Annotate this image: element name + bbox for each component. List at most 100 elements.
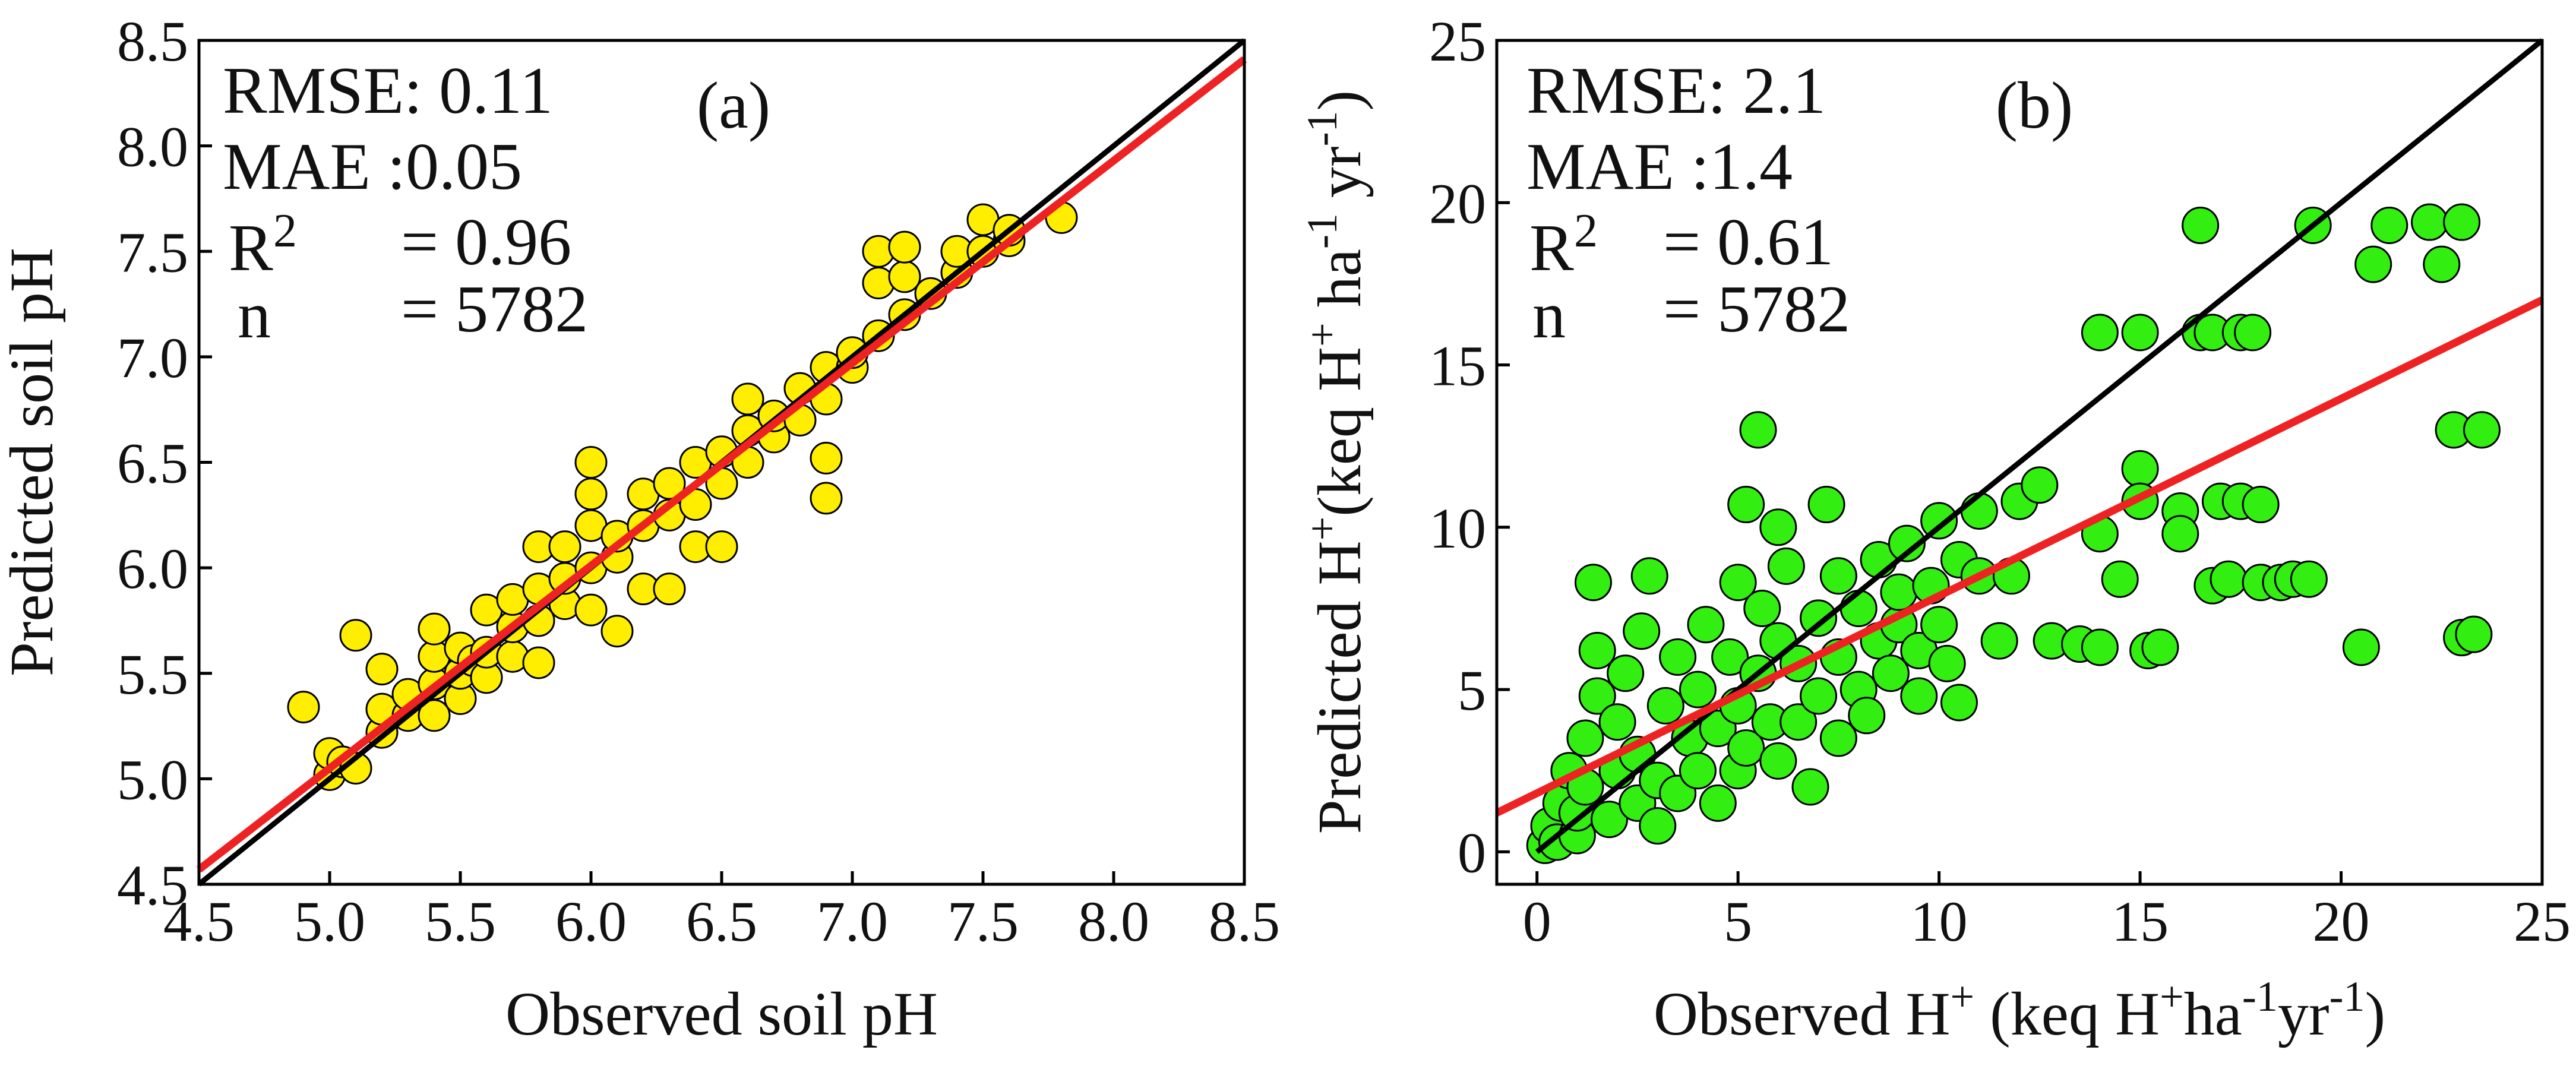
x-label-b-sup: -1 (2242, 973, 2278, 1020)
data-point (888, 260, 921, 293)
mae-b: MAE :1.4 (1526, 130, 1793, 204)
data-point (1578, 631, 1616, 669)
x-label-b-part: (keq H (1974, 980, 2160, 1048)
n-label-a: n (238, 279, 271, 352)
data-point (1980, 622, 2018, 660)
x-tick-label: 7.5 (947, 890, 1019, 953)
x-axis-label-b: Observed H+ (keq H+ha-1yr-1) (1654, 973, 2385, 1048)
data-point (2101, 560, 2139, 598)
x-label-b-part: yr (2278, 980, 2330, 1048)
y-tick-label: 10 (1429, 496, 1486, 560)
data-point (1659, 638, 1697, 676)
data-point (1960, 492, 1998, 530)
data-point (1791, 768, 1829, 806)
data-point (2354, 245, 2392, 283)
data-point (1699, 784, 1737, 822)
data-point (810, 441, 843, 475)
y-tick-label: 0 (1458, 821, 1486, 884)
data-point (418, 612, 451, 646)
x-tick-label: 5.0 (294, 890, 365, 953)
ticks-a: 4.5 5.0 5.5 6.0 6.5 7.0 7.5 8.0 8.5 4.5 5.0 5.5 6.0 6… (117, 10, 1280, 953)
data-point (888, 230, 921, 264)
data-point (1607, 654, 1645, 692)
data-point (1566, 719, 1604, 757)
data-point (653, 467, 686, 500)
data-point (287, 691, 320, 724)
ticks-b: 0 5 10 15 20 25 0 5 10 15 20 25 (1429, 10, 2571, 953)
r2-sup-b: 2 (1574, 205, 1598, 257)
data-point (653, 572, 686, 606)
data-point (1900, 677, 1938, 715)
data-point (2342, 628, 2380, 666)
data-point (1578, 677, 1616, 715)
data-point (1727, 729, 1765, 767)
data-point (2242, 486, 2280, 524)
y-tick-label: 6.0 (117, 537, 188, 600)
x-label-b-part: Observed H (1654, 980, 1951, 1048)
x-tick-label: 7.0 (817, 890, 888, 953)
n-value-b: = 5782 (1663, 273, 1850, 346)
data-point (2455, 615, 2493, 653)
y-tick-label: 5.0 (117, 748, 188, 811)
data-point (1780, 703, 1818, 741)
rmse-b: RMSE: 2.1 (1526, 54, 1826, 128)
data-point (1574, 564, 1612, 602)
y-label-b-part: ) (1306, 90, 1374, 111)
data-point (2423, 245, 2461, 283)
data-point (2410, 203, 2448, 241)
data-point (2081, 314, 2119, 352)
x-tick-label: 6.0 (555, 890, 627, 953)
x-tick-label: 10 (1911, 890, 1968, 953)
data-point (1807, 486, 1845, 524)
data-point (522, 646, 555, 679)
data-point (1759, 742, 1797, 780)
data-point (2463, 411, 2501, 449)
y-tick-label: 8.5 (117, 10, 188, 73)
data-point (1646, 687, 1684, 725)
data-point (2121, 314, 2159, 352)
data-point (1819, 719, 1857, 757)
y-label-b-sup: + (1298, 517, 1346, 541)
r2-sup-a: 2 (273, 205, 297, 257)
y-tick-label: 6.5 (117, 432, 188, 495)
data-point (1920, 502, 1958, 540)
data-point (2161, 515, 2199, 553)
data-point (2290, 560, 2328, 598)
data-point (810, 482, 843, 515)
data-point (1920, 606, 1958, 644)
data-point (1591, 801, 1629, 839)
data-point (1727, 486, 1765, 524)
y-tick-label: 15 (1429, 334, 1486, 398)
x-axis-label-a: Observed soil pH (505, 980, 938, 1048)
y-tick-label: 25 (1429, 10, 1486, 73)
data-point (1880, 573, 1918, 611)
data-point (1598, 703, 1636, 741)
n-label-b: n (1532, 279, 1566, 352)
x-tick-label: 8.0 (1078, 890, 1149, 953)
data-point (2141, 628, 2179, 666)
y-tick-label: 7.5 (117, 220, 188, 284)
data-point (1679, 670, 1717, 708)
data-point (1759, 508, 1797, 546)
data-point (705, 530, 738, 564)
x-label-b-part: ) (2365, 980, 2385, 1048)
y-tick-label: 20 (1429, 172, 1486, 235)
y-tick-label: 4.5 (117, 853, 188, 917)
data-point (1839, 589, 1878, 627)
r2-value-b: = 0.61 (1663, 205, 1834, 279)
data-point (2021, 466, 2059, 504)
data-point (2081, 628, 2119, 666)
data-point (1800, 599, 1838, 637)
data-point (1940, 684, 1978, 722)
data-point (1819, 557, 1857, 595)
data-point (1623, 612, 1661, 650)
data-point (339, 619, 372, 652)
x-tick-label: 5.5 (425, 890, 496, 953)
regression-line-a (197, 56, 1247, 873)
data-point (731, 382, 764, 416)
x-tick-label: 6.5 (686, 890, 757, 953)
panel-a: 4.5 5.0 5.5 6.0 6.5 7.0 7.5 8.0 8.5 4.5 5.0 5.5 6.0 6… (0, 10, 1280, 1048)
data-point (1767, 547, 1805, 585)
data-point (1639, 807, 1677, 845)
